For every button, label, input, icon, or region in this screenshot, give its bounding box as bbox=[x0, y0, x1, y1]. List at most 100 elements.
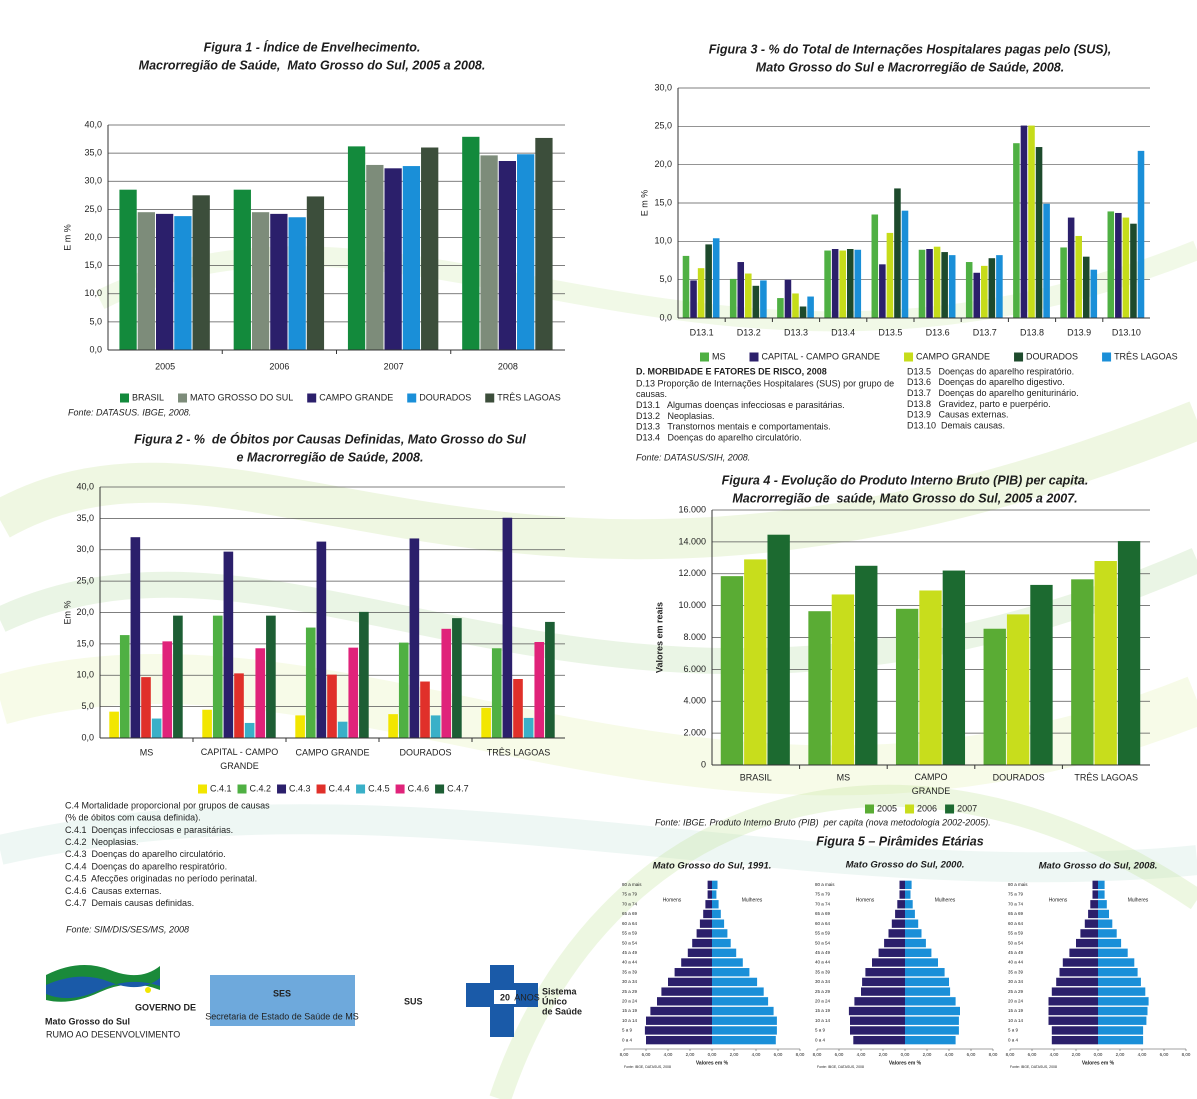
pyramid-bar bbox=[707, 890, 712, 899]
age-label: 65 a 69 bbox=[1008, 911, 1024, 916]
bar bbox=[174, 216, 192, 350]
pyramid-bar bbox=[1098, 1016, 1147, 1025]
x-tick-label: 6,00 bbox=[967, 1052, 976, 1057]
x-tick-label: 6,00 bbox=[642, 1052, 651, 1057]
bar bbox=[545, 621, 555, 738]
y-tick-label: 10,0 bbox=[76, 670, 94, 680]
legend-label: CAPITAL - CAMPO GRANDE bbox=[762, 351, 881, 361]
note: C.4.6 Causas externas. bbox=[65, 886, 162, 896]
pyramid-bar bbox=[905, 968, 945, 977]
bar bbox=[430, 715, 441, 738]
y-tick-label: 15,0 bbox=[76, 638, 94, 648]
legend-swatch bbox=[237, 784, 247, 794]
bar bbox=[933, 246, 941, 318]
pyramid-bar bbox=[897, 900, 905, 909]
x-axis-label: Valores em % bbox=[889, 1060, 922, 1066]
y-tick-label: 25,0 bbox=[76, 576, 94, 586]
y-tick-label: 12.000 bbox=[678, 568, 706, 578]
bar bbox=[752, 285, 760, 318]
y-tick-label: 40,0 bbox=[76, 481, 94, 491]
bar bbox=[1090, 269, 1098, 318]
age-label: 0 a 4 bbox=[1008, 1037, 1019, 1042]
legend-swatch bbox=[277, 784, 287, 794]
age-label: 60 a 64 bbox=[815, 921, 831, 926]
legend-label: 2005 bbox=[877, 803, 897, 813]
x-tick-label: MS bbox=[140, 747, 154, 757]
note: C.4.1 Doenças infecciosas e parasitárias… bbox=[65, 825, 233, 835]
age-label: 75 a 79 bbox=[622, 892, 638, 897]
x-tick-label: 2006 bbox=[269, 361, 289, 371]
pyramid-bar bbox=[644, 1026, 712, 1035]
age-label: 10 a 14 bbox=[622, 1018, 638, 1023]
bar bbox=[244, 722, 255, 738]
bar bbox=[901, 210, 909, 318]
pyramid-bar bbox=[848, 1006, 905, 1016]
legend-label: C.4.7 bbox=[447, 783, 469, 793]
pyramid-bar bbox=[905, 938, 926, 948]
legend-swatch bbox=[407, 393, 417, 403]
source: Fonte: IBGE. Produto Interno Bruto (PIB)… bbox=[655, 817, 991, 827]
bar bbox=[420, 681, 430, 738]
chart-title: Mato Grosso do Sul, 2000. bbox=[846, 860, 965, 871]
y-tick-label: 25,0 bbox=[84, 204, 102, 214]
y-tick-label: 25,0 bbox=[654, 121, 672, 131]
legend-label: DOURADOS bbox=[419, 392, 471, 402]
pyramid-bar bbox=[905, 929, 922, 938]
x-tick-label: CAMPO GRANDE bbox=[912, 772, 951, 796]
x-tick-label: D13.6 bbox=[926, 327, 950, 337]
y-tick-label: 40,0 bbox=[84, 119, 102, 129]
pyramid-bar bbox=[884, 938, 905, 948]
bar bbox=[305, 627, 316, 738]
pyramid-bar bbox=[657, 997, 712, 1006]
bar bbox=[1030, 584, 1053, 765]
bar bbox=[983, 628, 1006, 765]
age-label: 55 a 59 bbox=[622, 931, 638, 936]
bar bbox=[441, 628, 452, 738]
bar bbox=[745, 273, 752, 318]
pyramid-bar bbox=[1098, 968, 1138, 977]
chart-title: Macrorregião de saúde, Mato Grosso do Su… bbox=[732, 491, 1077, 505]
age-label: 50 a 54 bbox=[1008, 940, 1024, 945]
x-axis-label: Valores em % bbox=[1082, 1060, 1115, 1066]
x-tick-label: 0,00 bbox=[1094, 1052, 1103, 1057]
logo-governo: GOVERNO DE Mato Grosso do Sul RUMO AO DE… bbox=[45, 965, 196, 1039]
bar bbox=[737, 262, 745, 318]
y-axis-label: Em % bbox=[62, 600, 72, 624]
bar bbox=[409, 538, 420, 738]
legend-label: C.4.2 bbox=[250, 783, 272, 793]
pyramid-bar bbox=[1051, 1026, 1098, 1035]
bar bbox=[807, 296, 814, 318]
bar bbox=[808, 611, 831, 765]
bar bbox=[498, 161, 517, 350]
y-tick-label: 4.000 bbox=[683, 696, 706, 706]
legend-label: MS bbox=[712, 351, 726, 361]
bar bbox=[151, 718, 162, 738]
bar bbox=[846, 249, 854, 318]
age-label: 50 a 54 bbox=[815, 940, 831, 945]
pyramid-bar bbox=[646, 1016, 712, 1025]
y-tick-label: 8.000 bbox=[683, 632, 706, 642]
x-tick-label: D13.3 bbox=[784, 327, 808, 337]
age-label: 80 a mais bbox=[1008, 882, 1028, 887]
bar bbox=[1043, 203, 1050, 318]
x-tick-label: 8,00 bbox=[813, 1052, 822, 1057]
age-label: 70 a 74 bbox=[815, 901, 831, 906]
pyramid-bar bbox=[699, 919, 712, 928]
pyramid-bar bbox=[712, 938, 731, 948]
pyramid-bar bbox=[865, 968, 905, 977]
x-tick-label: 2,00 bbox=[879, 1052, 888, 1057]
series-label: Homens bbox=[856, 897, 875, 903]
pyramid-bar bbox=[712, 919, 725, 928]
legend-label: MATO GROSSO DO SUL bbox=[190, 392, 293, 402]
pyramid-bar bbox=[712, 890, 717, 899]
pyramid-bar bbox=[681, 958, 712, 967]
x-tick-label: 2005 bbox=[155, 361, 175, 371]
y-tick-label: 35,0 bbox=[76, 513, 94, 523]
x-tick-label: D13.5 bbox=[878, 327, 902, 337]
y-tick-label: 10,0 bbox=[654, 236, 672, 246]
legend-label: BRASIL bbox=[132, 392, 164, 402]
y-tick-label: 30,0 bbox=[654, 82, 672, 92]
age-label: 20 a 24 bbox=[622, 999, 638, 1004]
sus: SUS bbox=[404, 996, 423, 1006]
